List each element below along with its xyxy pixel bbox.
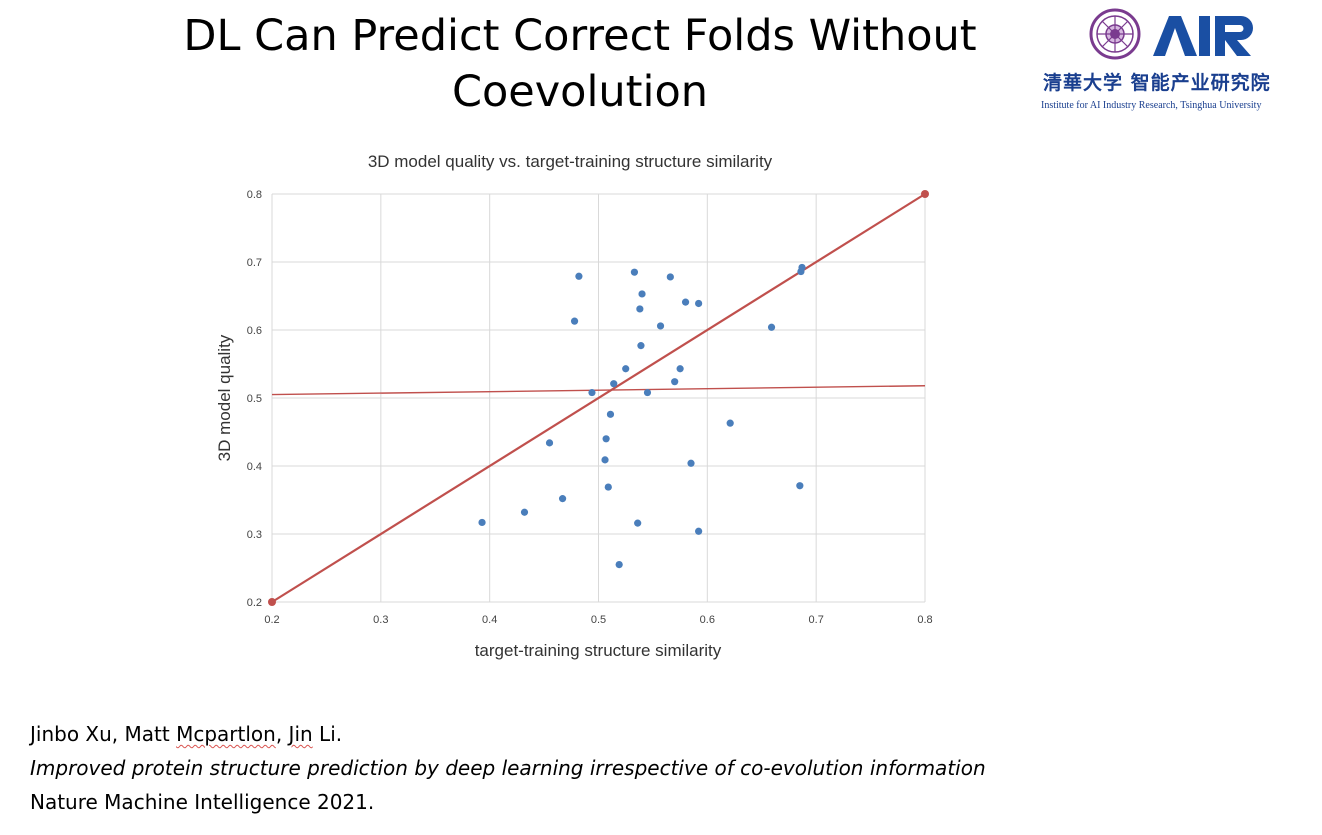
data-point: [602, 435, 610, 443]
data-point: [588, 388, 596, 397]
data-point: [630, 268, 639, 276]
data-point: [638, 290, 646, 298]
data-point: [636, 305, 644, 313]
diagonal-endpoint: [268, 598, 276, 606]
x-tick-label: 0.8: [917, 614, 932, 626]
slide-title-line2: Coevolution: [451, 67, 709, 117]
data-point: [520, 508, 529, 516]
x-tick-label: 0.7: [809, 614, 824, 626]
x-tick-label: 0.3: [373, 614, 388, 626]
citation-journal: Nature Machine Intelligence 2021.: [30, 790, 375, 814]
x-axis-label: target-training structure similarity: [475, 641, 722, 660]
scatter-chart: 3D model quality vs. target-training str…: [215, 152, 933, 660]
data-point: [767, 323, 776, 331]
y-tick-label: 0.7: [247, 257, 262, 269]
data-point: [604, 483, 612, 491]
x-tick-label: 0.5: [591, 614, 606, 626]
slide-title-line1: DL Can Predict Correct Folds Without: [183, 11, 977, 61]
data-point: [610, 380, 618, 388]
data-point: [622, 365, 630, 373]
data-point: [570, 317, 579, 325]
data-point: [681, 298, 690, 306]
y-tick-label: 0.8: [247, 189, 262, 201]
y-tick-label: 0.4: [247, 461, 262, 473]
authors-separator: ,: [275, 722, 289, 746]
y-axis-label: 3D model quality: [215, 334, 234, 461]
authors-suffix: Li.: [312, 722, 343, 746]
logo-english-name: Institute for AI Industry Research, Tsin…: [1041, 100, 1262, 111]
citation-paper-title: Improved protein structure prediction by…: [30, 756, 986, 780]
author-mcpartlon: Mcpartlon: [176, 722, 276, 746]
air-wordmark: [1153, 16, 1253, 56]
data-point: [601, 456, 609, 464]
tsinghua-seal-icon: [1089, 8, 1141, 60]
y-tick-label: 0.2: [247, 597, 262, 609]
institute-logo: 清華大学 智能产业研究院 Institute for AI Industry R…: [1035, 6, 1310, 118]
diagonal-endpoint: [921, 190, 929, 198]
data-point: [637, 342, 645, 350]
chart-title: 3D model quality vs. target-training str…: [368, 152, 773, 171]
trend-line: [271, 385, 926, 396]
data-point: [558, 495, 567, 503]
data-point: [634, 519, 642, 527]
logo-graphic: [1089, 8, 1253, 60]
data-point: [695, 527, 703, 535]
data-point: [676, 365, 684, 373]
diagonal-line: [271, 193, 926, 603]
data-point: [671, 378, 679, 386]
authors-prefix: Jinbo Xu, Matt: [30, 722, 177, 746]
citation-authors: Jinbo Xu, Matt Mcpartlon, Jin Li.: [30, 717, 986, 751]
chart-lines: [268, 190, 929, 606]
slide-title: DL Can Predict Correct Folds Without Coe…: [150, 8, 1010, 120]
chart-ticks: 0.2 0.3 0.4 0.5 0.6 0.7 0.8 0.2 0.3 0.4 0.5 0.6 0.7 0…: [247, 189, 933, 626]
chart-points: [478, 263, 806, 569]
data-point: [798, 263, 806, 272]
x-tick-label: 0.6: [700, 614, 715, 626]
data-point: [545, 439, 554, 447]
data-point: [726, 419, 734, 427]
y-tick-label: 0.6: [247, 325, 262, 337]
data-point: [656, 322, 665, 330]
data-point: [687, 459, 695, 467]
data-point: [796, 482, 804, 490]
x-tick-label: 0.4: [482, 614, 497, 626]
data-point: [643, 388, 652, 397]
data-point: [695, 299, 703, 308]
data-point: [575, 272, 583, 280]
y-tick-label: 0.5: [247, 393, 262, 405]
y-tick-label: 0.3: [247, 529, 262, 541]
logo-chinese-name: 清華大学 智能产业研究院: [1043, 72, 1271, 94]
data-point: [606, 410, 615, 418]
author-jin: Jin: [288, 722, 313, 746]
citation: Jinbo Xu, Matt Mcpartlon, Jin Li. Improv…: [30, 717, 986, 819]
data-point: [615, 561, 623, 569]
x-tick-label: 0.2: [264, 614, 279, 626]
data-point: [478, 518, 486, 527]
data-point: [666, 273, 674, 281]
